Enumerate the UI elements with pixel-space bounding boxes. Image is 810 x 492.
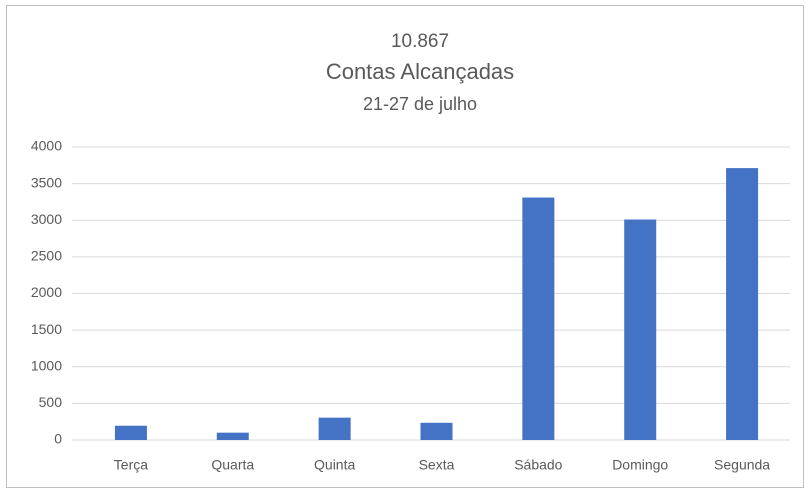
x-tick-label: Segunda [714, 457, 770, 473]
x-tick-label: Sábado [514, 457, 562, 473]
x-tick-label: Domingo [612, 457, 668, 473]
x-tick-label: Terça [114, 457, 148, 473]
chart-subtitle: 21-27 de julho [363, 94, 477, 114]
bar [522, 197, 555, 440]
bar [726, 168, 759, 440]
y-tick-label: 2500 [31, 248, 62, 264]
x-tick-label: Quarta [211, 457, 254, 473]
bar [114, 425, 147, 440]
bar [624, 219, 657, 440]
bar [216, 432, 249, 440]
y-tick-label: 3000 [31, 211, 62, 227]
y-tick-label: 3500 [31, 174, 62, 190]
y-tick-label: 1000 [31, 357, 62, 373]
x-tick-label: Sexta [419, 457, 455, 473]
x-tick-label: Quinta [314, 457, 355, 473]
y-tick-label: 2000 [31, 284, 62, 300]
bar [420, 422, 453, 440]
y-tick-label: 4000 [31, 138, 62, 154]
y-tick-label: 500 [39, 394, 63, 410]
bar [318, 417, 351, 440]
y-tick-label: 0 [54, 431, 62, 447]
chart-total: 10.867 [391, 31, 449, 52]
chart-title: Contas Alcançadas [326, 59, 514, 84]
chart-border [6, 5, 804, 488]
y-tick-label: 1500 [31, 321, 62, 337]
